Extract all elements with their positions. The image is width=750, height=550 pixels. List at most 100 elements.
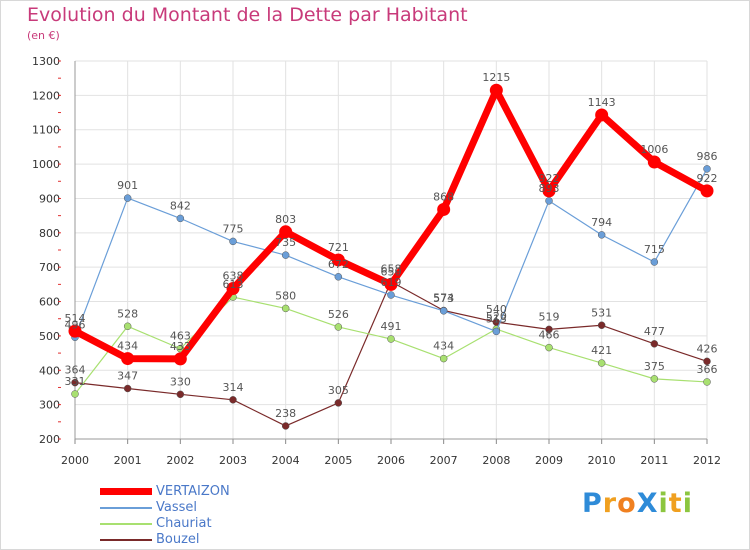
- data-point-bouzel: [229, 396, 237, 404]
- data-point-vassel: [545, 197, 553, 205]
- data-label-vassel: 775: [223, 222, 244, 235]
- data-label-vertaizon: 638: [223, 269, 244, 282]
- data-point-vertaizon: [384, 277, 398, 291]
- y-tick-label: 900: [39, 192, 60, 205]
- y-tick-label: 500: [39, 330, 60, 343]
- data-label-vassel: 842: [170, 199, 191, 212]
- data-label-chauriat: 613: [223, 278, 244, 291]
- data-label-bouzel: 658: [381, 263, 402, 276]
- x-tick-label: 2003: [219, 454, 247, 467]
- x-tick-label: 2004: [272, 454, 300, 467]
- data-point-bouzel: [176, 390, 185, 399]
- proxiti-logo: ProXiti: [582, 488, 693, 519]
- data-label-vertaizon: 922: [539, 172, 560, 185]
- data-label-chauriat: 463: [170, 330, 191, 343]
- data-point-vassel: [650, 258, 659, 266]
- data-point-vassel: [281, 251, 290, 259]
- x-tick-label: 2007: [430, 454, 458, 467]
- data-label-chauriat: 421: [591, 344, 612, 357]
- data-point-bouzel: [703, 357, 711, 366]
- data-point-bouzel: [545, 325, 553, 334]
- data-label-vertaizon: 1006: [640, 143, 668, 156]
- data-point-chauriat: [334, 323, 343, 331]
- data-label-vassel: 619: [381, 276, 402, 289]
- data-point-bouzel: [597, 321, 606, 330]
- data-point-vertaizon: [173, 352, 187, 366]
- data-point-vertaizon: [647, 155, 661, 169]
- data-point-vertaizon: [68, 324, 82, 338]
- data-label-vassel: 573: [433, 292, 454, 305]
- y-tick-label: 700: [39, 261, 60, 274]
- data-label-vertaizon: 514: [65, 312, 86, 325]
- data-point-vassel: [597, 231, 606, 239]
- x-tick-label: 2011: [640, 454, 668, 467]
- data-label-chauriat: 491: [381, 320, 402, 333]
- data-point-bouzel: [71, 378, 79, 387]
- data-label-vassel: 513: [486, 312, 507, 325]
- data-point-vertaizon: [595, 108, 609, 122]
- x-tick-label: 2000: [61, 454, 89, 467]
- data-point-bouzel: [650, 340, 659, 348]
- legend-swatch: [100, 507, 152, 509]
- x-tick-label: 2008: [482, 454, 510, 467]
- data-point-vertaizon: [121, 352, 135, 366]
- data-point-vassel: [387, 291, 395, 299]
- legend-swatch: [100, 523, 152, 525]
- data-label-chauriat: 375: [644, 360, 665, 373]
- data-label-vassel: 715: [644, 243, 665, 256]
- chart-title: Evolution du Montant de la Dette par Hab…: [27, 4, 468, 26]
- x-tick-label: 2010: [588, 454, 616, 467]
- data-point-chauriat: [281, 304, 290, 313]
- data-point-chauriat: [123, 322, 132, 331]
- legend-label: Chauriat: [156, 516, 212, 531]
- chart-unit-label: (en €): [27, 29, 60, 42]
- data-point-bouzel: [123, 384, 132, 393]
- data-point-chauriat: [71, 390, 79, 398]
- data-point-chauriat: [650, 375, 659, 383]
- data-label-vassel: 496: [65, 318, 86, 331]
- data-point-vassel: [334, 273, 343, 281]
- data-label-vassel: 901: [117, 179, 138, 192]
- y-tick-label: 200: [39, 433, 60, 446]
- data-point-vassel: [176, 214, 185, 223]
- data-point-vassel: [439, 307, 448, 315]
- data-label-chauriat: 526: [328, 308, 349, 321]
- data-label-vertaizon: 1143: [588, 96, 616, 109]
- legend-swatch: [100, 539, 152, 541]
- data-label-chauriat: 528: [117, 307, 138, 320]
- data-point-vertaizon: [331, 253, 345, 267]
- data-point-chauriat: [703, 378, 711, 386]
- data-point-vertaizon: [542, 184, 556, 198]
- data-label-bouzel: 540: [486, 303, 507, 316]
- legend-swatch: [100, 488, 152, 495]
- y-tick-label: 300: [39, 399, 60, 412]
- legend-label: Vassel: [156, 500, 198, 515]
- data-point-vassel: [703, 165, 711, 173]
- data-labels: 514 434 433 638 803 721 650 868 1215 922 1143 1006 9…: [65, 71, 718, 420]
- data-label-vassel: 893: [539, 182, 560, 195]
- y-tick-label: 800: [39, 227, 60, 240]
- data-label-chauriat: 434: [433, 340, 454, 353]
- data-point-vertaizon: [489, 83, 503, 97]
- data-label-vassel: 672: [328, 258, 349, 271]
- y-tick-label: 1300: [32, 55, 60, 68]
- data-point-bouzel: [281, 422, 290, 430]
- x-tick-label: 2002: [166, 454, 194, 467]
- data-label-bouzel: 364: [65, 364, 86, 377]
- data-label-chauriat: 331: [65, 375, 86, 388]
- data-label-vassel: 986: [697, 150, 718, 163]
- x-tick-label: 2012: [693, 454, 721, 467]
- data-point-chauriat: [597, 359, 606, 367]
- data-point-vassel: [229, 237, 237, 246]
- data-point-vertaizon: [437, 202, 451, 216]
- x-tick-label: 2001: [114, 454, 142, 467]
- data-point-bouzel: [334, 399, 343, 407]
- data-label-vassel: 794: [591, 216, 612, 229]
- y-tick-label: 600: [39, 296, 60, 309]
- data-label-vertaizon: 721: [328, 241, 349, 254]
- data-label-bouzel: 426: [697, 342, 718, 355]
- x-tick-label: 2006: [377, 454, 405, 467]
- data-label-bouzel: 574: [433, 291, 454, 304]
- data-point-vertaizon: [279, 225, 293, 239]
